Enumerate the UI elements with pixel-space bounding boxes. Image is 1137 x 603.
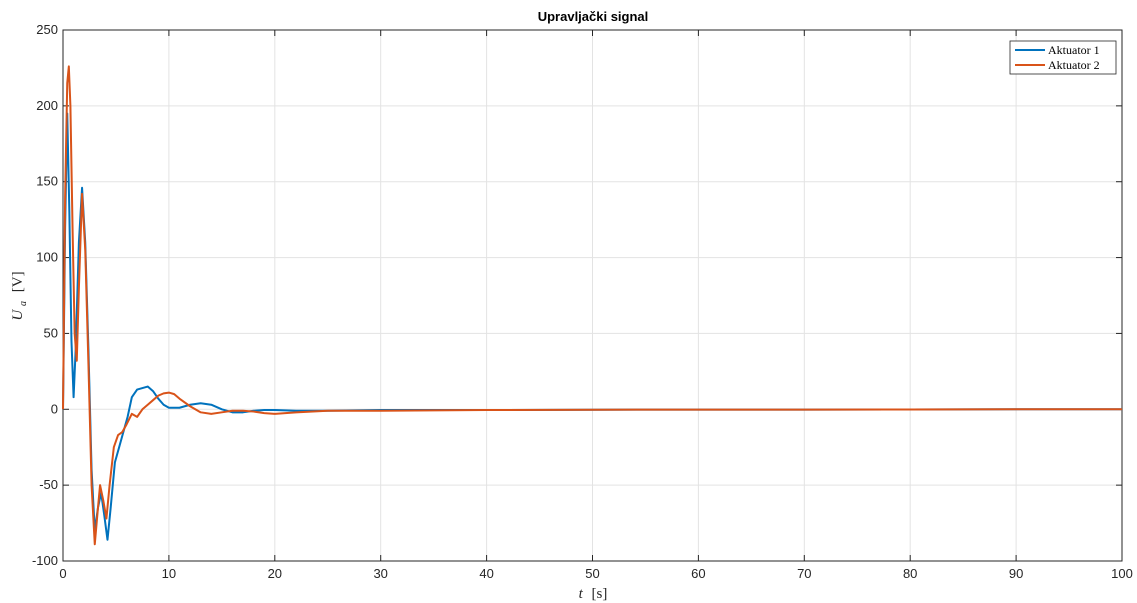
y-tick-label: 0 — [51, 401, 58, 416]
y-tick-label: 250 — [36, 22, 58, 37]
legend-label-aktuator-1: Aktuator 1 — [1048, 43, 1100, 57]
x-tick-label: 70 — [797, 566, 811, 581]
x-tick-label: 90 — [1009, 566, 1023, 581]
x-tick-label: 50 — [585, 566, 599, 581]
chart-title: Upravljački signal — [538, 9, 649, 24]
legend-box — [1009, 40, 1117, 75]
x-tick-label: 10 — [162, 566, 176, 581]
x-tick-label: 80 — [903, 566, 917, 581]
x-axis-unit: [s] — [592, 586, 608, 602]
y-tick-label: 200 — [36, 98, 58, 113]
x-tick-label: 40 — [479, 566, 493, 581]
x-axis-variable: t — [579, 586, 584, 602]
x-tick-label: 30 — [373, 566, 387, 581]
x-tick-label: 20 — [268, 566, 282, 581]
series-line-aktuator-2 — [62, 65, 1122, 546]
y-tick-label: -50 — [39, 477, 58, 492]
y-tick-label: 100 — [36, 250, 58, 265]
y-tick-label: 150 — [36, 174, 58, 189]
x-tick-label: 100 — [1111, 566, 1133, 581]
y-axis-unit: [V] — [10, 271, 26, 292]
x-tick-label: 60 — [691, 566, 705, 581]
y-tick-label: -100 — [32, 553, 58, 568]
y-axis-subscript: a — [18, 301, 29, 306]
series-lines — [62, 65, 1122, 546]
y-axis-label: U a [V] — [10, 271, 30, 320]
y-tick-label: 50 — [44, 325, 58, 340]
x-axis-label: t [s] — [579, 586, 608, 602]
ticks: 0 10 20 30 40 50 60 70 80 90 100 -100 -50 0 50 100 150 20… — [32, 22, 1133, 581]
legend: Aktuator 1 Aktuator 2 — [1009, 40, 1117, 75]
legend-label-aktuator-2: Aktuator 2 — [1048, 58, 1100, 72]
grid-lines — [62, 29, 1123, 562]
y-axis-variable: U — [10, 309, 26, 321]
x-tick-label: 0 — [59, 566, 66, 581]
